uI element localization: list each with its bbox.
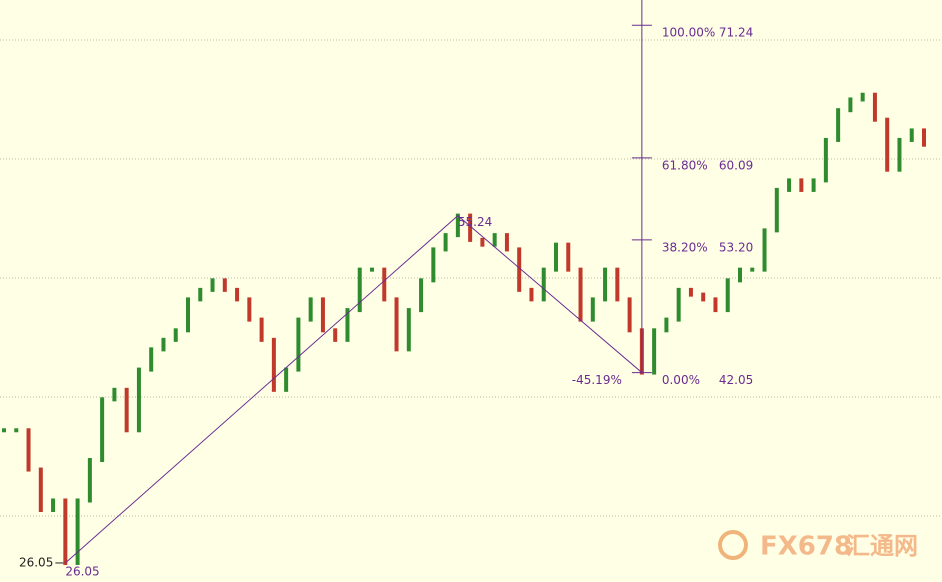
candle xyxy=(504,233,509,252)
candle xyxy=(370,267,374,272)
candle xyxy=(345,308,350,342)
candle xyxy=(872,92,877,122)
candle xyxy=(320,297,325,333)
candle xyxy=(664,317,669,333)
candle xyxy=(603,267,608,302)
candle xyxy=(186,297,190,333)
candle xyxy=(922,128,926,147)
candle xyxy=(541,267,546,302)
candle xyxy=(554,242,558,272)
candle xyxy=(774,187,779,233)
candle xyxy=(701,292,706,302)
candle xyxy=(112,387,117,402)
candle xyxy=(676,287,681,322)
candle xyxy=(848,97,853,113)
candle xyxy=(836,108,841,142)
candle xyxy=(259,317,264,342)
candle xyxy=(480,237,485,247)
candle xyxy=(235,287,240,302)
high-label: 55.24 xyxy=(458,215,492,229)
fib-price: 60.09 xyxy=(719,158,753,172)
candle xyxy=(136,367,141,433)
candle xyxy=(14,428,19,433)
candle xyxy=(149,347,154,372)
candle xyxy=(517,247,522,292)
candle xyxy=(406,308,411,352)
candle xyxy=(161,337,166,352)
candle xyxy=(443,233,448,252)
candle xyxy=(26,428,31,472)
fib-percent: 61.80% xyxy=(662,158,708,172)
candle xyxy=(811,178,816,192)
candle xyxy=(578,267,583,322)
candle xyxy=(38,467,43,513)
watermark-cn: 汇通网 xyxy=(846,532,918,560)
low-label: 26.05 xyxy=(19,555,53,569)
candle xyxy=(357,267,362,313)
fib-percent: 38.20% xyxy=(662,240,708,254)
fib-percent: 100.00% xyxy=(662,26,715,40)
candle xyxy=(210,278,215,292)
candle xyxy=(627,297,632,333)
candle xyxy=(897,137,902,172)
candle xyxy=(725,278,730,313)
fib-price: 71.24 xyxy=(719,26,753,40)
candle xyxy=(284,367,289,392)
candle xyxy=(63,498,68,565)
candle xyxy=(799,178,804,192)
candle xyxy=(296,317,301,372)
candle xyxy=(100,397,105,463)
candle xyxy=(455,213,460,238)
candle xyxy=(762,228,767,272)
candle xyxy=(787,178,792,192)
candle xyxy=(615,267,620,302)
candle xyxy=(738,267,742,283)
candle xyxy=(688,287,693,297)
candle xyxy=(419,278,424,313)
candle xyxy=(222,278,227,292)
watermark: FX678 汇通网 xyxy=(718,530,918,562)
candle xyxy=(885,117,890,172)
fib-price: 42.05 xyxy=(719,373,753,387)
candle xyxy=(75,498,80,565)
candle xyxy=(750,267,755,272)
candle xyxy=(431,247,436,283)
low-label: 26.05 xyxy=(65,564,99,578)
candle xyxy=(713,297,718,313)
candle xyxy=(247,297,252,322)
fib-percent: 0.00% xyxy=(662,373,700,387)
watermark-logo xyxy=(718,530,748,560)
candle xyxy=(51,498,56,513)
retrace-label: -45.19% xyxy=(572,373,622,387)
candle xyxy=(382,267,387,302)
candle xyxy=(308,297,313,322)
candle xyxy=(529,287,534,302)
trend-line xyxy=(65,215,459,564)
candle xyxy=(590,297,595,322)
candle xyxy=(566,242,571,272)
candle xyxy=(271,337,276,392)
candle xyxy=(333,328,338,342)
candle xyxy=(394,297,399,352)
candle xyxy=(468,213,473,242)
candle xyxy=(124,387,129,433)
watermark-text: FX678 xyxy=(760,532,852,562)
candle xyxy=(173,328,178,342)
candle xyxy=(2,428,6,433)
candle xyxy=(198,287,203,302)
fib-price: 53.20 xyxy=(719,240,753,254)
candle xyxy=(860,92,865,102)
candle xyxy=(87,458,92,503)
candle xyxy=(823,137,828,183)
candle xyxy=(652,328,657,375)
candle xyxy=(909,128,914,142)
candle xyxy=(492,233,497,247)
trend-line xyxy=(457,215,643,373)
